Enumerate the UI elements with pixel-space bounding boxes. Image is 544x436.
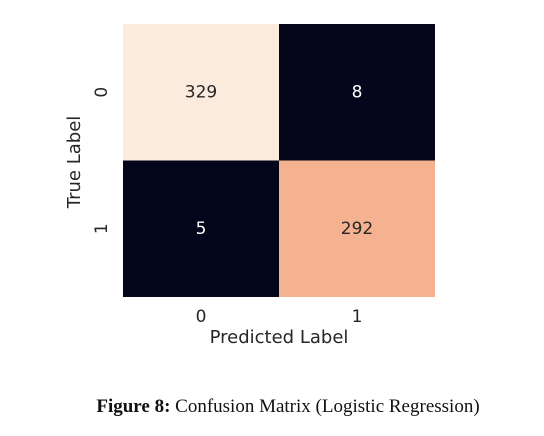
heatmap-cell-0-1 — [279, 24, 435, 161]
cell-value-1-0: 5 — [196, 219, 207, 239]
x-tick-label-1: 1 — [352, 307, 363, 327]
y-tick-label-1: 1 — [92, 223, 112, 234]
heatmap-cell-0-0 — [123, 24, 279, 161]
y-tick-labels: 01 — [92, 87, 112, 234]
cell-value-1-1: 292 — [341, 219, 373, 239]
y-tick-label-0: 0 — [92, 87, 112, 98]
figure-caption-text: Confusion Matrix (Logistic Regression) — [170, 396, 480, 417]
heatmap-cell-1-0 — [123, 160, 279, 297]
heatmap-cell-1-1 — [279, 160, 435, 297]
x-axis-label: Predicted Label — [210, 327, 349, 348]
cell-value-0-0: 329 — [185, 82, 217, 102]
y-axis-label: True Label — [64, 116, 85, 210]
x-tick-label-0: 0 — [196, 307, 207, 327]
figure-caption-label: Figure 8: — [96, 396, 171, 417]
cell-value-0-1: 8 — [352, 82, 363, 102]
heatmap-cells: 329 8 5 292 — [123, 24, 435, 297]
figure-caption: Figure 8: Confusion Matrix (Logistic Reg… — [0, 396, 544, 418]
